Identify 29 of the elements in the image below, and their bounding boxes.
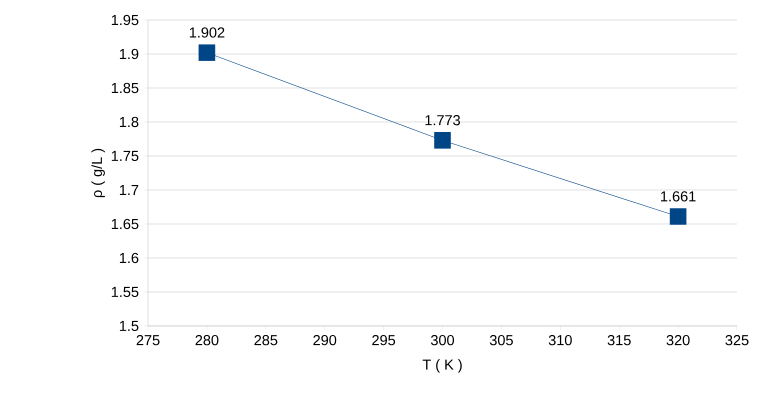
x-tick-label: 295: [372, 335, 396, 346]
y-tick-label: 1.75: [112, 150, 138, 162]
y-tick-label: 1.5: [120, 320, 138, 332]
y-tick-label: 1.85: [112, 82, 138, 94]
y-tick-label: 1.9: [120, 48, 138, 60]
x-tick-label: 325: [725, 335, 748, 346]
x-tick-label: 300: [430, 335, 454, 346]
point: [198, 44, 216, 61]
data-label: 1.902: [190, 27, 224, 38]
x-tick-label: 290: [313, 335, 336, 346]
x-tick-label: 315: [608, 335, 631, 346]
point: [670, 208, 686, 225]
point: [434, 132, 451, 149]
x-tick-label: 280: [196, 335, 218, 346]
x-tick-label: 285: [254, 335, 278, 346]
y-tick-label: 1.55: [112, 286, 138, 298]
y-axis-title: ρ ( g/L ): [91, 148, 105, 198]
y-tick-label: 1.6: [120, 252, 138, 264]
x-axis-title: T ( K ): [422, 359, 462, 373]
y-tick-label: 1.7: [120, 185, 138, 195]
y-tick-label: 1.8: [120, 116, 138, 128]
y-tick-label: 1.65: [112, 218, 138, 230]
y-tick-label: 1.95: [112, 14, 138, 26]
x-tick-label: 320: [666, 335, 690, 346]
x-tick-label: 275: [136, 335, 160, 346]
x-tick-label: 305: [490, 335, 513, 346]
x-tick-label: 310: [548, 335, 572, 346]
data-label: 1.661: [661, 191, 696, 202]
data-label: 1.773: [425, 115, 460, 126]
